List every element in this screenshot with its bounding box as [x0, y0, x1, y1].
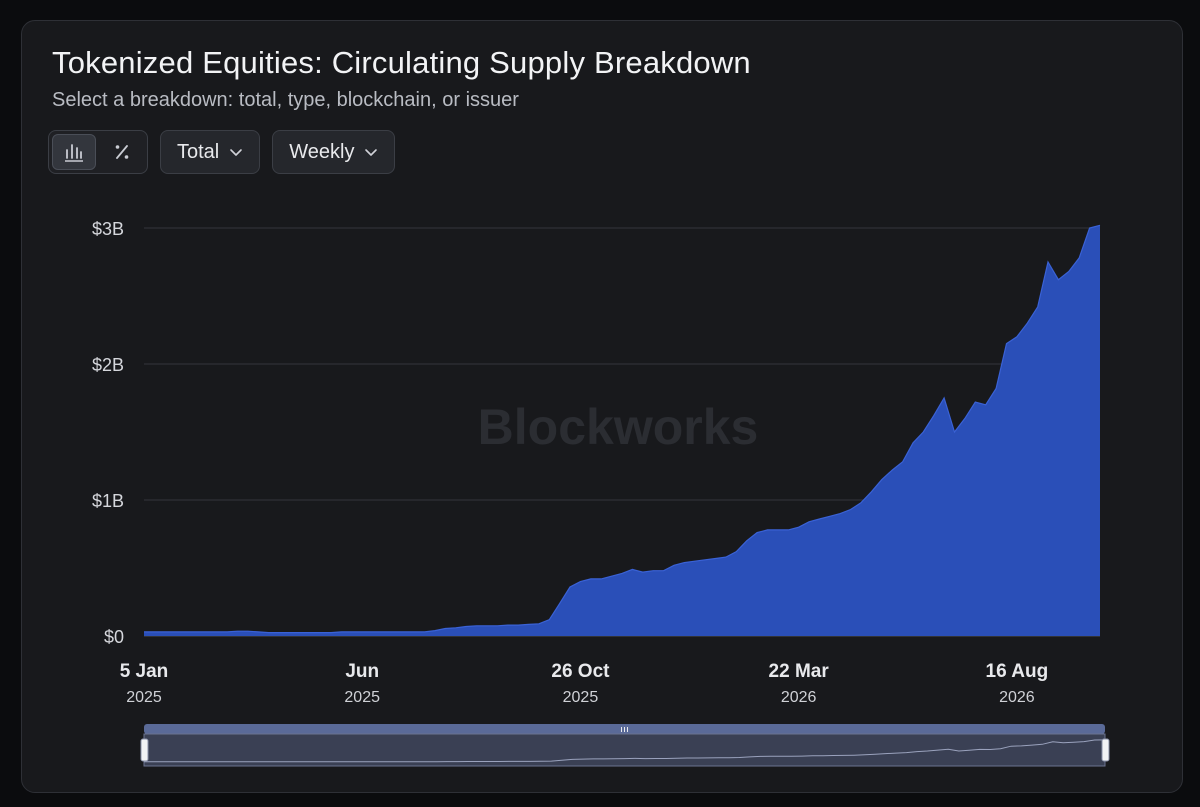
y-tick-label: $2B — [92, 355, 124, 375]
percent-icon — [115, 145, 129, 159]
percent-view-button[interactable] — [100, 134, 144, 170]
y-tick-label: $3B — [92, 219, 124, 239]
absolute-view-button[interactable] — [52, 134, 96, 170]
chevron-down-icon — [365, 149, 378, 156]
navigator-left-handle[interactable] — [140, 738, 149, 762]
chevron-down-icon — [230, 149, 243, 156]
interval-select-value: Weekly — [289, 140, 355, 163]
x-tick-sublabel: 2025 — [344, 689, 380, 706]
chart-card: Tokenized Equities: Circulating Supply B… — [21, 20, 1183, 793]
chart-subtitle: Select a breakdown: total, type, blockch… — [52, 89, 519, 111]
y-axis: $0 $1B $2B $3B — [92, 219, 124, 647]
x-tick-label: 26 Oct — [551, 661, 610, 682]
navigator-window[interactable] — [143, 733, 1106, 767]
breakdown-select-value: Total — [177, 140, 220, 163]
navigator-series — [144, 739, 1106, 763]
x-tick-sublabel: 2025 — [126, 689, 162, 706]
chart-toolbar: Total Weekly — [48, 130, 396, 174]
breakdown-select[interactable]: Total — [160, 130, 261, 174]
x-axis: 5 Jan 2025 Jun 2025 26 Oct 2025 22 Mar 2026 16 A… — [120, 661, 1048, 706]
navigator-right-handle[interactable] — [1101, 738, 1110, 762]
x-tick-label: 16 Aug — [986, 661, 1049, 682]
x-tick-sublabel: 2026 — [781, 689, 817, 706]
chart-type-toggle — [48, 130, 148, 174]
interval-select[interactable]: Weekly — [272, 130, 396, 174]
range-navigator[interactable] — [140, 724, 1110, 767]
x-tick-sublabel: 2026 — [999, 689, 1035, 706]
x-tick-label: 22 Mar — [769, 661, 830, 682]
x-tick-label: 5 Jan — [120, 661, 169, 682]
supply-area[interactable] — [144, 225, 1100, 637]
y-tick-label: $0 — [104, 627, 124, 647]
x-tick-sublabel: 2025 — [563, 689, 599, 706]
x-tick-label: Jun — [345, 661, 379, 682]
watermark-text: Blockworks — [478, 399, 759, 455]
bar-chart-icon — [65, 144, 83, 162]
series-area — [144, 224, 1101, 637]
supply-line — [144, 224, 1101, 634]
area-chart: Blockworks $0 $1B $2B $3B 5 Jan 2025 Jun 2025 2… — [92, 219, 1110, 767]
chart-title: Tokenized Equities: Circulating Supply B… — [52, 45, 751, 80]
y-tick-label: $1B — [92, 491, 124, 511]
